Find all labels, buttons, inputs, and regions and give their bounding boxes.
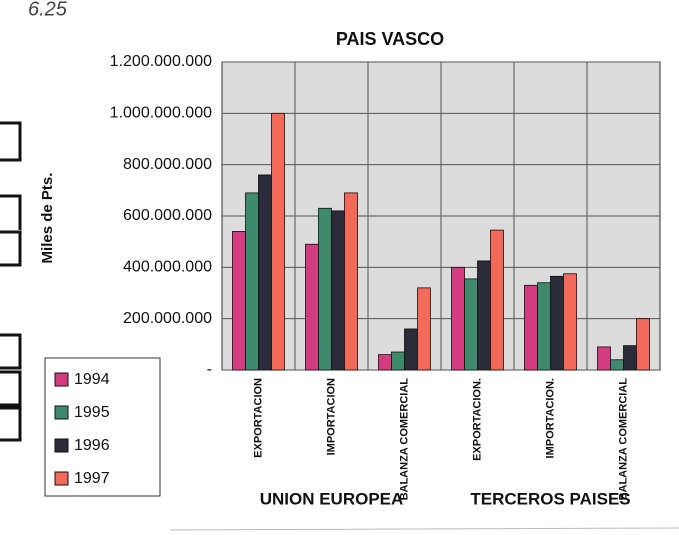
bar [524, 284, 538, 371]
bar [404, 328, 418, 371]
bar [610, 359, 624, 371]
y-axis-title: Miles de Pts. [39, 173, 56, 264]
bar [464, 278, 478, 371]
legend-label: 1994 [74, 371, 110, 388]
x-tick-label: EXPORTACION. [471, 378, 483, 461]
bar [258, 174, 272, 371]
bar [477, 260, 491, 371]
bar [451, 266, 465, 371]
x-tick-label: EXPORTACION [252, 378, 264, 458]
bar [391, 351, 405, 371]
bar [305, 243, 319, 371]
x-tick-label: BALANZA COMERCIAL [398, 378, 410, 501]
legend-swatch [54, 471, 69, 486]
bar [550, 275, 564, 371]
bar [597, 346, 611, 371]
group-label: UNION EUROPEA [260, 489, 404, 508]
x-tick-label: IMPORTACION [325, 378, 337, 455]
legend-label: 1996 [74, 437, 110, 454]
legend-swatch [54, 438, 69, 453]
bar [331, 210, 345, 371]
legend-swatch [54, 372, 69, 387]
legend-swatch [54, 405, 69, 420]
bar [490, 229, 504, 371]
x-tick-label: IMPORTACION. [544, 378, 556, 458]
legend-label: 1995 [74, 404, 110, 421]
y-tick-label: 1.000.000.000 [110, 105, 212, 122]
y-tick-label: - [207, 361, 212, 378]
chart-title: PAIS VASCO [336, 29, 444, 49]
bar [563, 273, 577, 371]
y-tick-label: 600.000.000 [123, 207, 212, 224]
bar [537, 282, 551, 371]
bar [271, 112, 285, 371]
scan-marks [0, 121, 22, 442]
annotation: 6.25 [28, 0, 68, 20]
bar [417, 287, 431, 371]
x-tick-label: BALANZA COMERCIAL [617, 378, 629, 501]
y-tick-label: 1.200.000.000 [110, 53, 212, 70]
y-tick-label: 400.000.000 [123, 259, 212, 276]
bar [378, 354, 392, 371]
y-tick-label: 800.000.000 [123, 156, 212, 173]
bar [318, 207, 332, 371]
y-tick-label: 200.000.000 [123, 310, 212, 327]
bar [636, 318, 650, 371]
bar [623, 345, 637, 371]
scan-edge [169, 527, 679, 531]
group-label: TERCEROS PAISES [470, 489, 630, 508]
bar [232, 230, 246, 371]
bar [245, 192, 259, 371]
bar [344, 192, 358, 371]
legend-label: 1997 [74, 470, 110, 487]
